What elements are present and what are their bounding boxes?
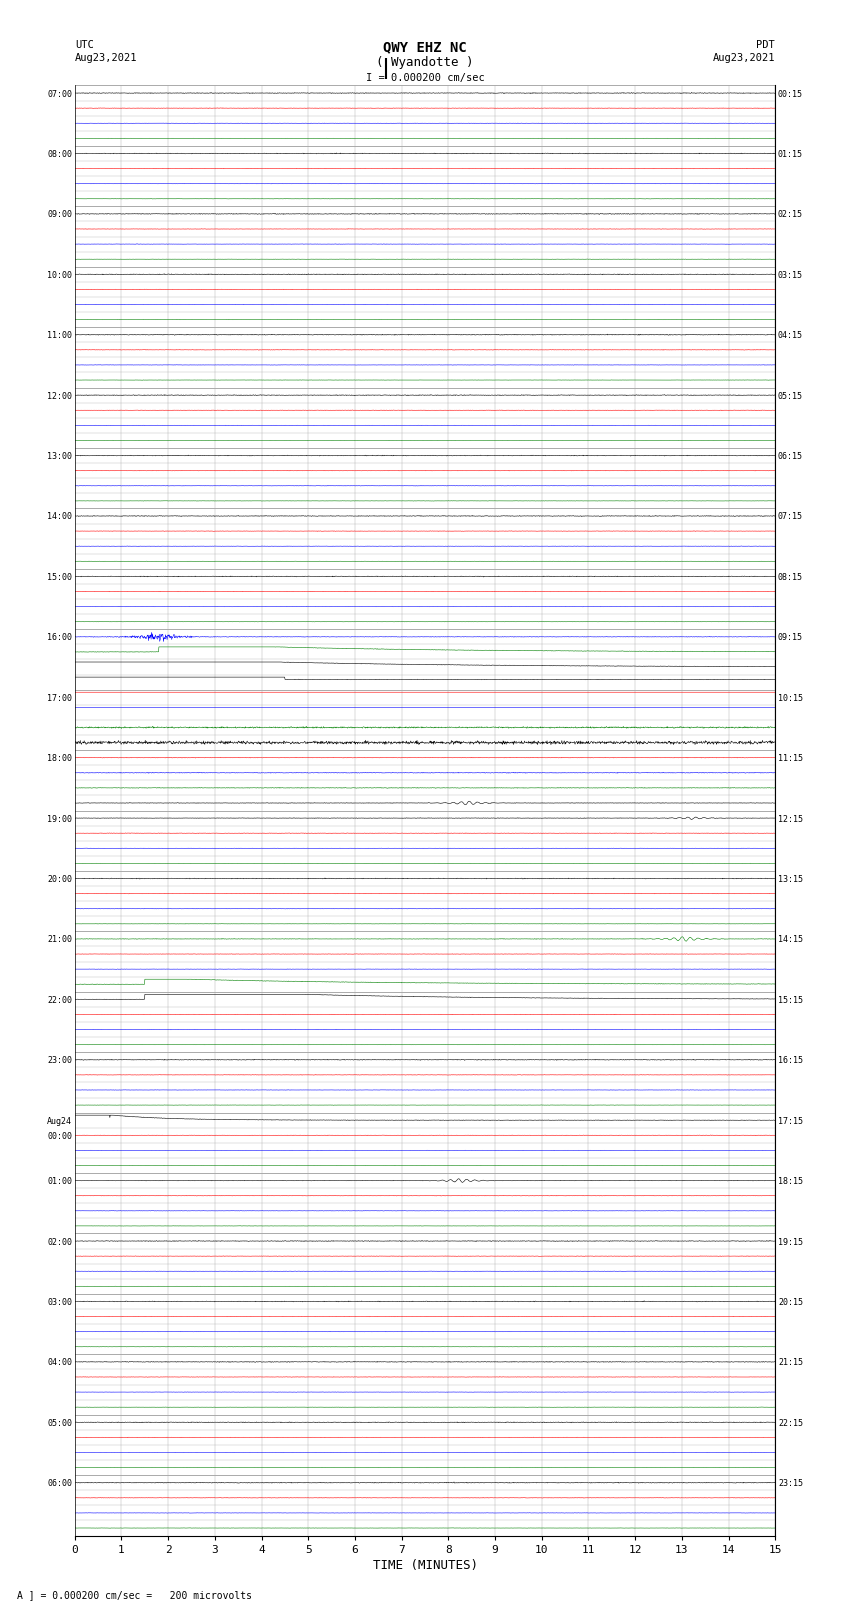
Text: QWY EHZ NC: QWY EHZ NC — [383, 40, 467, 55]
Text: UTC: UTC — [75, 40, 94, 50]
X-axis label: TIME (MINUTES): TIME (MINUTES) — [372, 1558, 478, 1571]
Text: ( Wyandotte ): ( Wyandotte ) — [377, 56, 473, 69]
Text: I = 0.000200 cm/sec: I = 0.000200 cm/sec — [366, 73, 484, 82]
Text: A ] = 0.000200 cm/sec =   200 microvolts: A ] = 0.000200 cm/sec = 200 microvolts — [17, 1590, 252, 1600]
Text: Aug23,2021: Aug23,2021 — [75, 53, 138, 63]
Text: Aug23,2021: Aug23,2021 — [712, 53, 775, 63]
Text: PDT: PDT — [756, 40, 775, 50]
